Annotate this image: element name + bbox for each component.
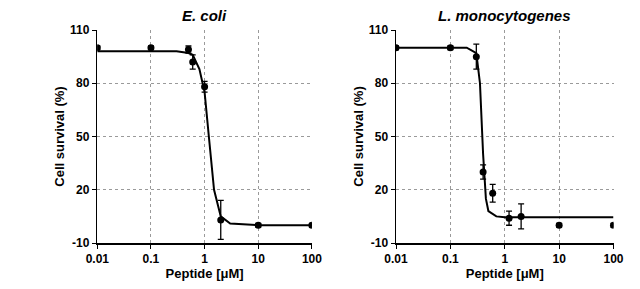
svg-text:Peptide [μM]: Peptide [μM] — [166, 266, 244, 281]
svg-text:80: 80 — [76, 76, 90, 90]
svg-text:110: 110 — [70, 23, 90, 37]
svg-text:-10: -10 — [72, 236, 90, 250]
svg-text:0.1: 0.1 — [442, 252, 459, 266]
svg-text:1: 1 — [201, 252, 208, 266]
svg-text:20: 20 — [76, 183, 90, 197]
svg-text:50: 50 — [375, 130, 389, 144]
svg-text:1: 1 — [501, 252, 508, 266]
svg-text:100: 100 — [302, 252, 322, 266]
svg-text:E. coli: E. coli — [182, 7, 227, 24]
svg-text:L. monocytogenes: L. monocytogenes — [438, 7, 571, 24]
svg-text:20: 20 — [375, 183, 389, 197]
svg-text:Cell survival (%): Cell survival (%) — [351, 86, 366, 186]
svg-text:80: 80 — [375, 76, 389, 90]
svg-text:0.01: 0.01 — [86, 252, 110, 266]
svg-text:Cell survival (%): Cell survival (%) — [52, 86, 67, 186]
svg-text:50: 50 — [76, 130, 90, 144]
svg-text:0.1: 0.1 — [143, 252, 160, 266]
svg-text:0.01: 0.01 — [384, 252, 408, 266]
svg-text:10: 10 — [552, 252, 566, 266]
svg-text:Peptide [μM]: Peptide [μM] — [466, 266, 544, 281]
svg-text:10: 10 — [252, 252, 266, 266]
svg-text:100: 100 — [603, 252, 623, 266]
svg-text:-10: -10 — [371, 236, 389, 250]
svg-text:110: 110 — [369, 23, 389, 37]
